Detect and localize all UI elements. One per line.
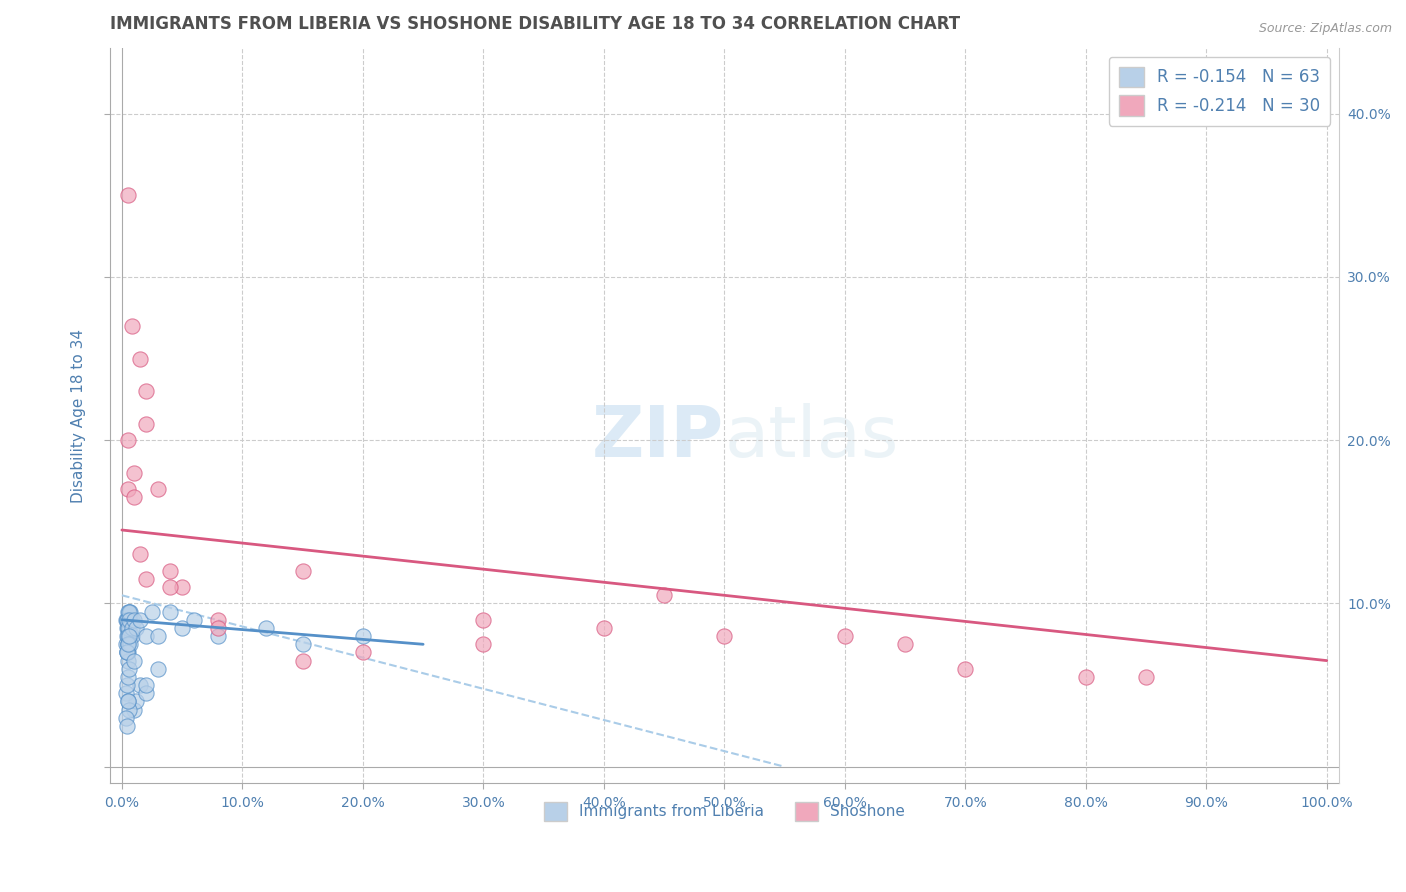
Point <box>125 694 148 708</box>
Point <box>125 621 148 635</box>
Point <box>129 548 152 562</box>
Point <box>291 564 314 578</box>
Point <box>120 637 142 651</box>
Point <box>207 629 229 643</box>
Point <box>146 482 169 496</box>
Point <box>117 621 139 635</box>
Point <box>115 678 138 692</box>
Point <box>117 654 139 668</box>
Point <box>114 686 136 700</box>
Point <box>159 564 181 578</box>
Point <box>352 645 374 659</box>
Point <box>118 629 141 643</box>
Point <box>117 637 139 651</box>
Point <box>115 613 138 627</box>
Point <box>115 645 138 659</box>
Point <box>115 613 138 627</box>
Point <box>117 188 139 202</box>
Point <box>117 605 139 619</box>
Point <box>118 621 141 635</box>
Point <box>352 629 374 643</box>
Point <box>115 645 138 659</box>
Legend: Immigrants from Liberia, Shoshone: Immigrants from Liberia, Shoshone <box>538 796 911 827</box>
Point <box>135 678 157 692</box>
Point <box>472 613 495 627</box>
Point <box>146 662 169 676</box>
Point <box>115 621 138 635</box>
Point <box>159 580 181 594</box>
Point <box>117 629 139 643</box>
Point <box>135 417 157 431</box>
Point <box>115 645 138 659</box>
Point <box>117 637 139 651</box>
Point <box>183 613 205 627</box>
Point <box>117 621 139 635</box>
Point <box>118 629 141 643</box>
Point <box>652 588 675 602</box>
Point <box>129 351 152 366</box>
Point <box>121 318 143 333</box>
Y-axis label: Disability Age 18 to 34: Disability Age 18 to 34 <box>72 329 86 503</box>
Point <box>120 613 142 627</box>
Point <box>117 694 139 708</box>
Point <box>117 637 139 651</box>
Text: Source: ZipAtlas.com: Source: ZipAtlas.com <box>1258 22 1392 36</box>
Point <box>122 491 145 505</box>
Point <box>129 613 152 627</box>
Point <box>114 711 136 725</box>
Point <box>115 719 138 733</box>
Point <box>135 384 157 399</box>
Point <box>713 629 735 643</box>
Point <box>117 670 139 684</box>
Point <box>121 629 143 643</box>
Point <box>114 613 136 627</box>
Text: IMMIGRANTS FROM LIBERIA VS SHOSHONE DISABILITY AGE 18 TO 34 CORRELATION CHART: IMMIGRANTS FROM LIBERIA VS SHOSHONE DISA… <box>110 15 960 33</box>
Point <box>135 686 157 700</box>
Point <box>135 629 157 643</box>
Point <box>172 621 194 635</box>
Point <box>207 621 229 635</box>
Point <box>141 605 163 619</box>
Point <box>118 621 141 635</box>
Point <box>118 605 141 619</box>
Point <box>117 629 139 643</box>
Point <box>117 434 139 448</box>
Point <box>291 637 314 651</box>
Point <box>291 654 314 668</box>
Point <box>592 621 614 635</box>
Text: ZIP: ZIP <box>592 403 724 472</box>
Point <box>122 613 145 627</box>
Point <box>122 466 145 480</box>
Point <box>122 702 145 716</box>
Point <box>159 605 181 619</box>
Point <box>146 629 169 643</box>
Point <box>172 580 194 594</box>
Point <box>118 702 141 716</box>
Point <box>118 613 141 627</box>
Point <box>834 629 856 643</box>
Point <box>117 482 139 496</box>
Point <box>122 654 145 668</box>
Point <box>1135 670 1157 684</box>
Point <box>129 678 152 692</box>
Point <box>1074 670 1097 684</box>
Point <box>115 629 138 643</box>
Point <box>472 637 495 651</box>
Point <box>207 613 229 627</box>
Text: atlas: atlas <box>724 403 898 472</box>
Point <box>256 621 278 635</box>
Point <box>121 621 143 635</box>
Point <box>117 694 139 708</box>
Point <box>894 637 917 651</box>
Point <box>120 629 142 643</box>
Point <box>120 605 142 619</box>
Point <box>955 662 977 676</box>
Point <box>121 613 143 627</box>
Point <box>117 645 139 659</box>
Point <box>117 613 139 627</box>
Point <box>114 637 136 651</box>
Point <box>118 662 141 676</box>
Point <box>135 572 157 586</box>
Point <box>118 605 141 619</box>
